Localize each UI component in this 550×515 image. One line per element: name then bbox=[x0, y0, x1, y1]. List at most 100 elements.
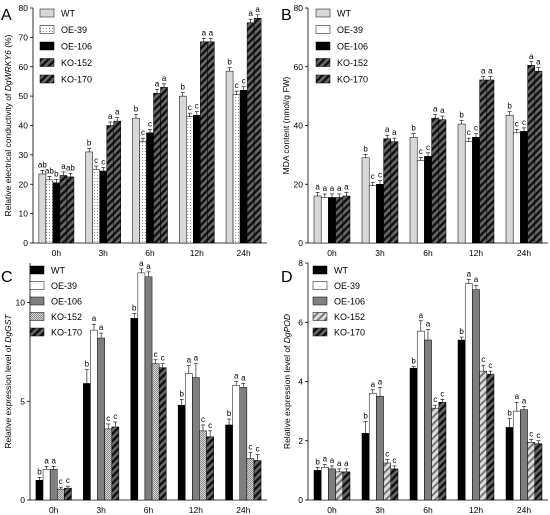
bar bbox=[464, 283, 473, 501]
significance-letter: a bbox=[115, 108, 120, 117]
bar bbox=[153, 92, 161, 244]
significance-letter: a bbox=[440, 106, 445, 115]
y-axis-label-text: Relative expression level of bbox=[3, 343, 13, 449]
panel-a: A Relative electrical conductivity of DgW… bbox=[1, 3, 267, 258]
bar bbox=[376, 396, 384, 501]
significance-letter: b bbox=[507, 409, 512, 418]
y-axis-label-text: Relative electrical conductivity of bbox=[3, 91, 13, 216]
significance-letter: a bbox=[44, 456, 49, 465]
bar bbox=[464, 141, 473, 244]
bar bbox=[361, 157, 370, 244]
significance-letter: a bbox=[241, 373, 246, 382]
significance-letter: b bbox=[411, 124, 416, 133]
significance-letter: a bbox=[146, 262, 151, 271]
significance-letter: a bbox=[155, 80, 160, 89]
significance-letter: c bbox=[208, 421, 212, 430]
significance-letter: c bbox=[106, 414, 110, 423]
bar bbox=[527, 441, 536, 501]
panel-letter: B bbox=[281, 7, 292, 24]
significance-letter: c bbox=[201, 415, 205, 424]
bar bbox=[199, 430, 207, 501]
y-axis-label-gene: DgWRKY6 bbox=[3, 50, 13, 91]
bar bbox=[59, 175, 68, 244]
bar bbox=[192, 377, 200, 501]
significance-letter: a bbox=[92, 314, 97, 323]
significance-letter: a bbox=[419, 311, 424, 320]
y-axis-label: Relative expression level of DgPOD bbox=[282, 314, 292, 449]
bar bbox=[57, 488, 65, 501]
significance-letter: c bbox=[141, 128, 145, 137]
significance-letter: a bbox=[323, 454, 328, 463]
bar bbox=[158, 367, 167, 501]
panel-d: D Relative expression level of DgPOD 0 2 4 6 8… bbox=[281, 258, 548, 515]
significance-letter: b bbox=[179, 389, 184, 398]
legend-label: OE-39 bbox=[337, 25, 363, 35]
x-tick-label: 3h bbox=[96, 505, 106, 515]
bar bbox=[83, 383, 91, 501]
bar bbox=[328, 197, 336, 244]
bar bbox=[132, 117, 140, 244]
y-tick-label: 5 bbox=[20, 396, 25, 406]
legend-swatch bbox=[315, 25, 331, 34]
significance-letter: ab bbox=[38, 160, 47, 169]
significance-letter: a bbox=[536, 58, 541, 67]
legend-label: KO-170 bbox=[337, 75, 368, 85]
legend-swatch bbox=[312, 312, 328, 321]
bar bbox=[383, 138, 392, 244]
significance-letter: a bbox=[467, 269, 472, 278]
bar bbox=[368, 185, 377, 244]
bar bbox=[92, 169, 100, 244]
significance-letter: a bbox=[337, 184, 342, 193]
significance-letter: c bbox=[242, 77, 246, 86]
x-tick-label: 12h bbox=[189, 505, 203, 515]
legend-label: WT bbox=[334, 266, 348, 276]
significance-letter: c bbox=[385, 449, 389, 458]
significance-letter: a bbox=[99, 323, 104, 332]
legend-label: WT bbox=[337, 9, 351, 19]
significance-letter: c bbox=[481, 355, 485, 364]
bar bbox=[52, 182, 61, 244]
legend-label: OE-106 bbox=[61, 42, 92, 52]
legend-swatch bbox=[39, 58, 55, 67]
legend-label: KO-170 bbox=[51, 328, 82, 338]
bar bbox=[320, 467, 329, 501]
bar bbox=[99, 170, 107, 244]
significance-letter: a bbox=[433, 105, 438, 114]
panel-c: C Relative expression level of DgGST 0 5 10 b… bbox=[1, 259, 267, 515]
bar bbox=[313, 195, 322, 244]
bar bbox=[239, 90, 248, 244]
y-tick-label: 20 bbox=[294, 179, 304, 189]
bar bbox=[335, 471, 344, 501]
bar bbox=[431, 407, 440, 501]
y-tick-label: 60 bbox=[19, 62, 29, 72]
legend-label: KO-170 bbox=[334, 328, 365, 338]
x-tick-label: 24h bbox=[517, 248, 531, 258]
bar bbox=[85, 151, 93, 244]
bar bbox=[232, 385, 240, 501]
legend-swatch bbox=[315, 58, 331, 67]
significance-letter: c bbox=[392, 456, 396, 465]
legend-swatch bbox=[312, 281, 328, 290]
y-tick-label: 2 bbox=[298, 436, 303, 446]
y-tick-label: 70 bbox=[19, 32, 29, 42]
bar bbox=[42, 469, 51, 501]
significance-letter: a bbox=[187, 356, 192, 365]
significance-letter: a bbox=[330, 456, 335, 465]
legend-label: KO-152 bbox=[61, 58, 92, 68]
x-tick-label: 6h bbox=[423, 505, 433, 515]
legend-swatch bbox=[39, 74, 55, 84]
significance-letter: a bbox=[139, 259, 144, 268]
significance-letter: ab bbox=[45, 166, 54, 175]
significance-letter: b bbox=[315, 457, 320, 466]
bar bbox=[486, 79, 495, 244]
y-tick-label: 30 bbox=[19, 150, 29, 160]
bar bbox=[206, 436, 214, 501]
y-axis-label-text: Relative expression level of bbox=[282, 343, 292, 449]
bar bbox=[335, 197, 344, 244]
legend-swatch bbox=[315, 41, 331, 51]
significance-letter: c bbox=[161, 354, 165, 363]
bar bbox=[457, 123, 466, 244]
bar bbox=[512, 410, 521, 501]
y-tick-label: 0 bbox=[298, 495, 303, 505]
bar bbox=[225, 424, 233, 501]
